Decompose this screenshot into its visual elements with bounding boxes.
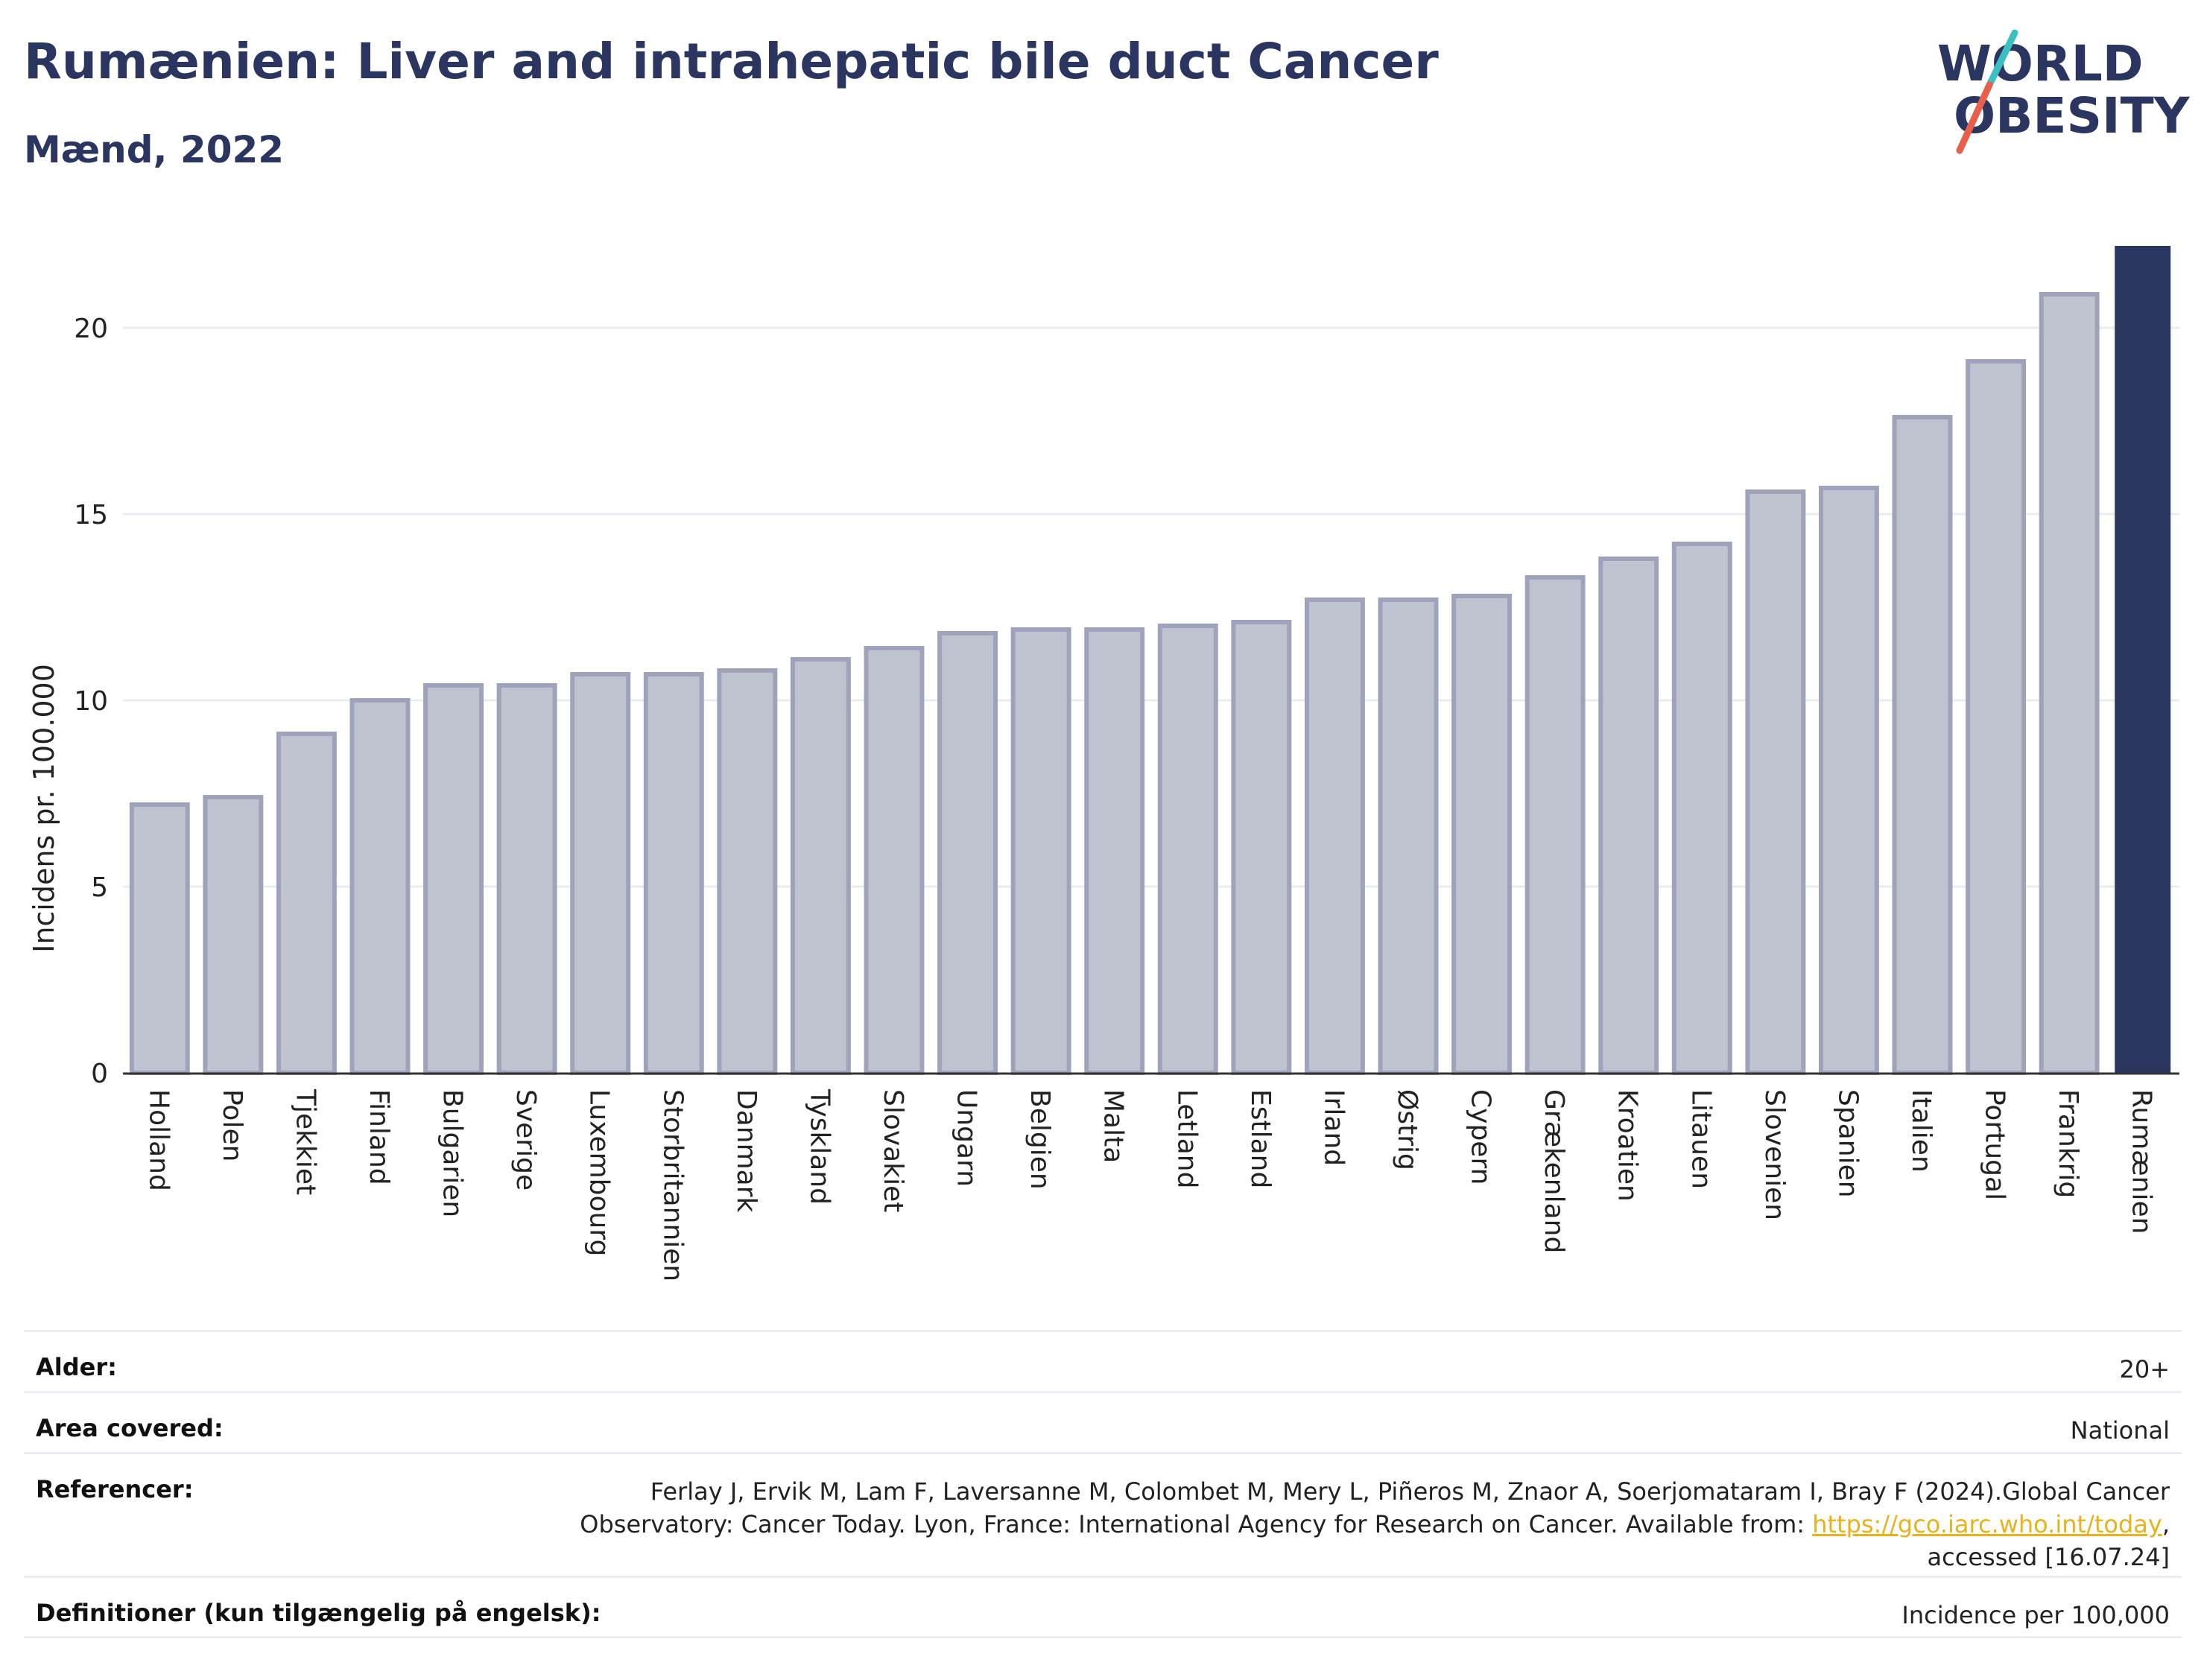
x-tick-label: Frankrig [2053,1089,2083,1198]
y-tick-label: 0 [91,1059,108,1089]
x-tick-label: Grækenland [1539,1089,1569,1253]
bar-sverige [496,683,557,1075]
x-tick-label: Letland [1171,1089,1202,1188]
x-tick-label: Belgien [1025,1089,1055,1190]
bar-irland [1304,597,1365,1075]
y-tick-labels: 0 5 10 15 20 [74,314,108,1089]
bar-tyskland [790,657,851,1075]
x-tick-label: Østrig [1392,1089,1422,1170]
info-row-references: Referencer: Ferlay J, Ervik M, Lam F, La… [24,1452,2182,1576]
x-tick-label: Irland [1318,1089,1349,1166]
logo-slash-red [1956,81,1993,154]
x-tick-label: Cypern [1466,1089,1496,1185]
bar-bulgarien [423,683,484,1075]
x-tick-label: Portugal [1980,1089,2010,1200]
info-row-definitions: Definitioner (kun tilgængelig på engelsk… [24,1576,2182,1638]
bar-østrig [1378,597,1439,1075]
reference-line-1: Ferlay J, Ervik M, Lam F, Laversanne M, … [650,1477,2170,1506]
bar-portugal [1966,359,2027,1075]
bar-spanien [1818,486,1879,1075]
references-value: Ferlay J, Ervik M, Lam F, Laversanne M, … [580,1475,2170,1576]
reference-line-2: Observatory: Cancer Today. Lyon, France:… [580,1510,1813,1538]
bars [129,246,2171,1075]
y-tick-label: 15 [74,500,108,530]
bar-chart: 0 5 10 15 20 Holland Polen Tjekkiet Finland Bulg… [28,246,2179,1281]
definitions-label: Definitioner (kun tilgængelig på engelsk… [36,1599,601,1627]
references-label: Referencer: [36,1475,194,1503]
x-tick-label: Bulgarien [437,1089,468,1217]
age-label: Alder: [36,1353,117,1381]
x-tick-label: Danmark [731,1089,761,1213]
x-tick-label: Slovakiet [878,1089,908,1212]
bar-belgien [1010,627,1071,1075]
info-row-area: Area covered: National [24,1391,2182,1452]
bar-danmark [717,668,778,1075]
y-tick-label: 5 [91,872,108,903]
world-obesity-logo: WORLD OBESITY [1937,29,2191,154]
definitions-value: Incidence per 100,000 [1901,1601,2170,1629]
age-value: 20+ [2119,1355,2170,1383]
bar-kroatien [1598,557,1659,1075]
x-tick-label: Slovenien [1759,1089,1790,1220]
bar-litauen [1671,542,1732,1075]
x-tick-label: Storbritannien [657,1089,688,1281]
x-tick-label: Tyskland [804,1088,835,1205]
x-tick-label: Estland [1245,1089,1276,1188]
bar-finland [349,698,411,1075]
x-tick-label: Tjekkiet [290,1088,320,1195]
x-tick-label: Finland [364,1089,394,1185]
bar-tjekkiet [276,732,337,1075]
bar-storbritannien [643,672,704,1075]
bar-malta [1084,627,1145,1075]
x-tick-label: Italien [1906,1089,1937,1173]
logo-line2: OBESITY [1954,87,2191,145]
bar-polen [203,795,264,1075]
bar-rumænien [2115,246,2171,1073]
x-tick-label: Rumænien [2127,1089,2157,1234]
x-tick-label: Malta [1098,1089,1129,1163]
area-value: National [2070,1416,2170,1445]
x-tick-label: Spanien [1832,1089,1863,1198]
y-tick-label: 10 [74,686,108,717]
y-axis-label: Incidens pr. 100.000 [28,664,60,953]
x-tick-label: Litauen [1685,1089,1716,1189]
x-tick-label: Luxembourg [584,1089,615,1256]
bar-estland [1231,620,1292,1075]
reference-link[interactable]: https://gco.iarc.who.int/today [1812,1510,2162,1538]
area-label: Area covered: [36,1414,224,1442]
bar-ungarn [937,631,998,1075]
x-tick-label: Kroatien [1612,1089,1643,1202]
x-tick-labels: Holland Polen Tjekkiet Finland Bulgarien Sver… [143,1088,2156,1281]
y-tick-label: 20 [74,314,108,344]
bar-frankrig [2039,292,2100,1075]
page-subtitle: Mænd, 2022 [24,128,285,171]
bar-cypern [1451,594,1513,1075]
logo-line1: WORLD [1937,35,2144,92]
logo-slash-teal [1986,29,2018,89]
x-tick-label: Ungarn [951,1089,982,1187]
x-tick-label: Sverige [510,1089,541,1191]
reference-line-3: accessed [16.07.24] [1927,1543,2170,1571]
bar-slovenien [1745,489,1806,1075]
bar-letland [1157,624,1218,1075]
info-row-age: Alder: 20+ [24,1330,2182,1391]
page-title: Rumænien: Liver and intrahepatic bile du… [24,33,1439,90]
bar-italien [1892,415,1953,1075]
x-tick-label: Polen [217,1089,247,1161]
info-table: Alder: 20+ Area covered: National Refere… [24,1330,2182,1638]
x-tick-label: Holland [143,1089,174,1191]
bar-grækenland [1524,575,1586,1075]
reference-line-2-end: , [2162,1510,2170,1538]
bar-luxembourg [570,672,631,1075]
bar-holland [129,802,190,1075]
bar-slovakiet [864,646,925,1075]
